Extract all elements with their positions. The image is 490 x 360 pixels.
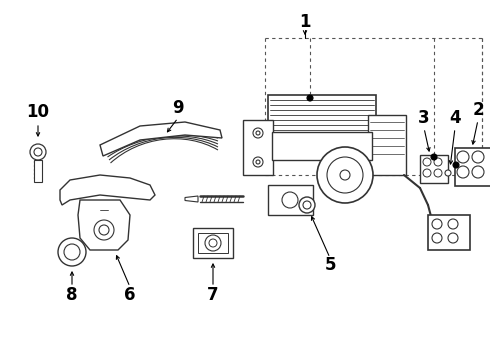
Circle shape <box>209 239 217 247</box>
Circle shape <box>434 158 442 166</box>
Bar <box>243 120 273 175</box>
Circle shape <box>317 147 373 203</box>
Text: 8: 8 <box>66 286 78 304</box>
Circle shape <box>58 238 86 266</box>
Text: 6: 6 <box>124 286 136 304</box>
Circle shape <box>30 144 46 160</box>
Bar <box>268 185 313 215</box>
Text: 1: 1 <box>299 13 311 31</box>
Circle shape <box>457 151 469 163</box>
Circle shape <box>434 169 442 177</box>
Circle shape <box>448 233 458 243</box>
Circle shape <box>445 170 451 176</box>
Circle shape <box>282 192 298 208</box>
Circle shape <box>99 225 109 235</box>
Circle shape <box>299 197 315 213</box>
Circle shape <box>307 95 313 101</box>
Text: 3: 3 <box>418 109 430 127</box>
Circle shape <box>34 148 42 156</box>
Text: 4: 4 <box>449 109 461 127</box>
Bar <box>268 95 376 160</box>
Circle shape <box>303 201 311 209</box>
Polygon shape <box>60 175 155 205</box>
Circle shape <box>431 154 437 160</box>
Circle shape <box>253 128 263 138</box>
Polygon shape <box>185 196 198 202</box>
Polygon shape <box>100 122 222 156</box>
Circle shape <box>432 233 442 243</box>
Circle shape <box>256 160 260 164</box>
Circle shape <box>64 244 80 260</box>
Circle shape <box>205 235 221 251</box>
Text: 5: 5 <box>324 256 336 274</box>
Bar <box>455 148 490 186</box>
Bar <box>428 215 470 250</box>
Circle shape <box>423 158 431 166</box>
Polygon shape <box>78 200 130 250</box>
Text: 7: 7 <box>207 286 219 304</box>
Bar <box>420 155 448 183</box>
Circle shape <box>94 220 114 240</box>
Bar <box>193 228 233 258</box>
Bar <box>198 233 228 253</box>
Circle shape <box>327 157 363 193</box>
Circle shape <box>340 170 350 180</box>
Text: 10: 10 <box>26 103 49 121</box>
Circle shape <box>253 157 263 167</box>
Circle shape <box>432 219 442 229</box>
Circle shape <box>472 166 484 178</box>
Bar <box>368 115 406 175</box>
Bar <box>272 132 372 160</box>
Bar <box>34 160 42 182</box>
Circle shape <box>448 219 458 229</box>
Text: 2: 2 <box>472 101 484 119</box>
Circle shape <box>453 162 459 168</box>
Circle shape <box>457 166 469 178</box>
Text: 9: 9 <box>172 99 184 117</box>
Circle shape <box>423 169 431 177</box>
Circle shape <box>256 131 260 135</box>
Circle shape <box>472 151 484 163</box>
